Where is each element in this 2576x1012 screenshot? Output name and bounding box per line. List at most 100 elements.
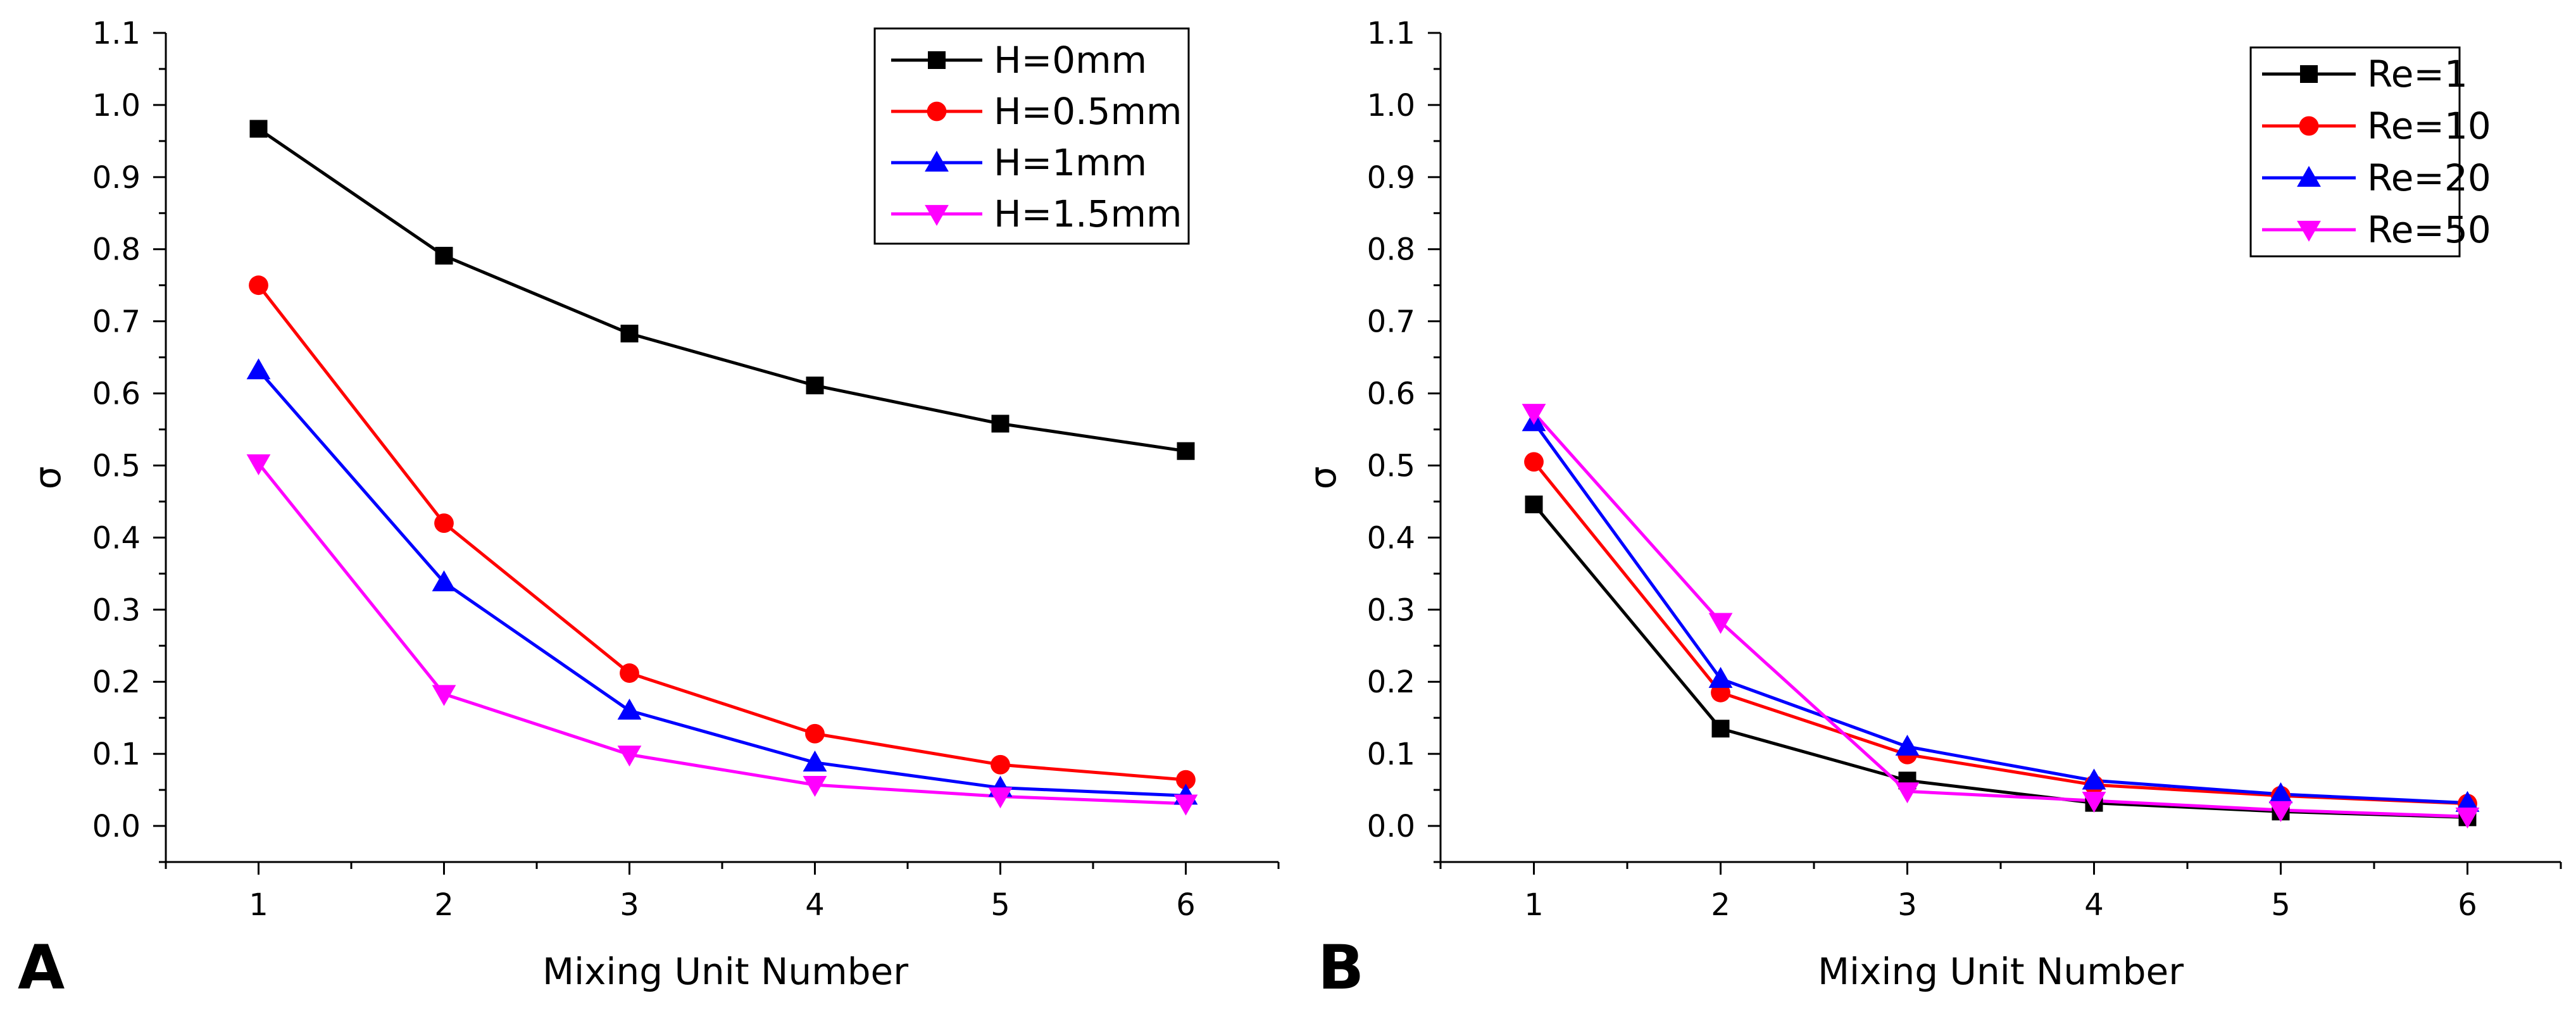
y-tick-label-b: 0.4 bbox=[1367, 520, 1415, 556]
legend-swatch-marker bbox=[2299, 116, 2319, 136]
data-point bbox=[432, 570, 456, 592]
legend-item: Re=50 bbox=[2262, 208, 2491, 251]
data-point bbox=[1173, 794, 1198, 816]
legend-swatch-marker bbox=[927, 101, 947, 122]
data-point bbox=[1895, 782, 1920, 804]
y-tick-label-b: 0.2 bbox=[1367, 665, 1415, 700]
legend-label: H=1.5mm bbox=[994, 192, 1182, 235]
legend-label: H=0.5mm bbox=[994, 90, 1182, 133]
legend-label: Re=10 bbox=[2367, 104, 2491, 147]
series-line-h-0-5mm bbox=[257, 284, 1186, 782]
data-point bbox=[246, 454, 271, 475]
data-point bbox=[991, 415, 1010, 433]
legend-swatch-marker bbox=[2300, 65, 2318, 83]
data-point bbox=[617, 698, 642, 720]
data-point bbox=[803, 750, 827, 771]
y-tick-label-a: 0.4 bbox=[92, 520, 141, 556]
legend-b-box bbox=[2249, 46, 2461, 258]
y-tick-label-b: 0.7 bbox=[1367, 304, 1415, 340]
legend-item: Re=10 bbox=[2262, 104, 2491, 147]
y-tick-label-a: 1.1 bbox=[92, 16, 141, 51]
x-tick-label-a: 2 bbox=[434, 887, 454, 923]
data-point bbox=[803, 775, 827, 797]
legend-swatch-marker bbox=[925, 204, 949, 226]
x-tick-label-b: 6 bbox=[2458, 887, 2477, 923]
axes-a: 0.0 0.1 0.2 0.3 0.4 0.5 0.6 0.7 0.8 0.9 1.0 1.1 1 2 3 4… bbox=[92, 16, 1280, 923]
y-tick-label-a: 0.5 bbox=[92, 448, 141, 484]
data-point bbox=[434, 513, 454, 534]
legend-a: H=0mm H=0.5mm H=1mm H=1.5mm bbox=[873, 27, 1190, 245]
x-tick-label-a: 4 bbox=[805, 887, 825, 923]
panel-label-a: A bbox=[18, 932, 65, 1003]
x-tick-label-a: 5 bbox=[991, 887, 1010, 923]
plot-area-a bbox=[246, 120, 1198, 816]
y-tick-label-a: 0.3 bbox=[92, 592, 141, 628]
legend-swatch-marker bbox=[925, 151, 949, 172]
data-point bbox=[620, 663, 639, 683]
series-line-re-20 bbox=[1532, 421, 2468, 805]
data-point bbox=[1711, 720, 1730, 738]
legend-label: Re=1 bbox=[2367, 53, 2468, 96]
legend-swatch-marker bbox=[928, 51, 946, 69]
y-tick-label-b: 1.1 bbox=[1367, 16, 1415, 51]
y-tick-label-a: 0.8 bbox=[92, 232, 141, 268]
legend-label: H=1mm bbox=[994, 141, 1147, 184]
data-point bbox=[2082, 791, 2106, 813]
data-point bbox=[620, 325, 639, 343]
y-tick-label-b: 0.0 bbox=[1367, 809, 1415, 844]
series-line-re-50 bbox=[1532, 411, 2468, 818]
y-tick-label-a: 0.6 bbox=[92, 377, 141, 412]
data-point bbox=[991, 754, 1010, 775]
legend-label: Re=20 bbox=[2367, 156, 2491, 199]
data-point bbox=[2268, 782, 2293, 804]
legend-swatch-marker bbox=[2297, 166, 2321, 187]
data-point bbox=[2082, 768, 2106, 790]
panel-label-b: B bbox=[1318, 932, 1364, 1003]
data-point bbox=[2455, 808, 2480, 829]
y-tick-label-a: 0.1 bbox=[92, 737, 141, 772]
legend-label: Re=50 bbox=[2367, 208, 2491, 251]
data-point bbox=[1522, 404, 1546, 425]
chart-panel-b: 0.0 0.1 0.2 0.3 0.4 0.5 0.6 0.7 0.8 0.9 1.0 1.1 1 2 3 4… bbox=[1301, 16, 2562, 1003]
y-tick-label-b: 1.0 bbox=[1367, 88, 1415, 123]
legend-item: Re=20 bbox=[2262, 156, 2491, 199]
data-point bbox=[246, 358, 271, 380]
data-point bbox=[805, 723, 825, 744]
legend-item: H=0.5mm bbox=[891, 90, 1182, 133]
x-tick-label-b: 5 bbox=[2271, 887, 2291, 923]
data-point bbox=[1708, 613, 1733, 634]
legend-b: Re=1 Re=10 Re=20 Re=50 bbox=[2249, 46, 2491, 258]
y-tick-label-b: 0.5 bbox=[1367, 448, 1415, 484]
x-tick-label-b: 1 bbox=[1524, 887, 1544, 923]
data-point bbox=[435, 246, 453, 265]
y-tick-label-b: 0.3 bbox=[1367, 592, 1415, 628]
series-line-h-1-5mm bbox=[257, 462, 1186, 806]
legend-item: H=1mm bbox=[891, 141, 1147, 184]
data-point bbox=[1895, 734, 1920, 756]
legend-item: H=1.5mm bbox=[891, 192, 1182, 235]
plot-area-b bbox=[1522, 404, 2480, 829]
data-point bbox=[1525, 495, 1543, 513]
legend-label: H=0mm bbox=[994, 39, 1147, 82]
y-tick-label-a: 0.7 bbox=[92, 304, 141, 340]
data-point bbox=[1524, 452, 1544, 472]
y-tick-label-b: 0.1 bbox=[1367, 737, 1415, 772]
y-axis-label-a: σ bbox=[26, 466, 69, 490]
x-tick-label-b: 2 bbox=[1711, 887, 1730, 923]
chart-panel-a: 0.0 0.1 0.2 0.3 0.4 0.5 0.6 0.7 0.8 0.9 1.0 1.1 1 2 3 4… bbox=[18, 16, 1280, 1003]
legend-item: Re=1 bbox=[2262, 53, 2468, 96]
axes-b: 0.0 0.1 0.2 0.3 0.4 0.5 0.6 0.7 0.8 0.9 1.0 1.1 1 2 3 4… bbox=[1367, 16, 2562, 923]
x-axis-label-a: Mixing Unit Number bbox=[542, 950, 908, 993]
x-tick-label-a: 6 bbox=[1176, 887, 1196, 923]
data-point bbox=[249, 275, 268, 296]
legend-swatch-marker bbox=[2297, 220, 2321, 242]
data-point bbox=[1708, 666, 1733, 688]
series-line-re-10 bbox=[1532, 461, 2468, 806]
y-axis-label-b: σ bbox=[1301, 466, 1344, 490]
series-line-h-1mm bbox=[257, 369, 1186, 797]
data-point bbox=[2455, 790, 2480, 812]
legend-item: H=0mm bbox=[891, 39, 1147, 82]
data-point bbox=[988, 787, 1013, 809]
data-point bbox=[2268, 801, 2293, 822]
